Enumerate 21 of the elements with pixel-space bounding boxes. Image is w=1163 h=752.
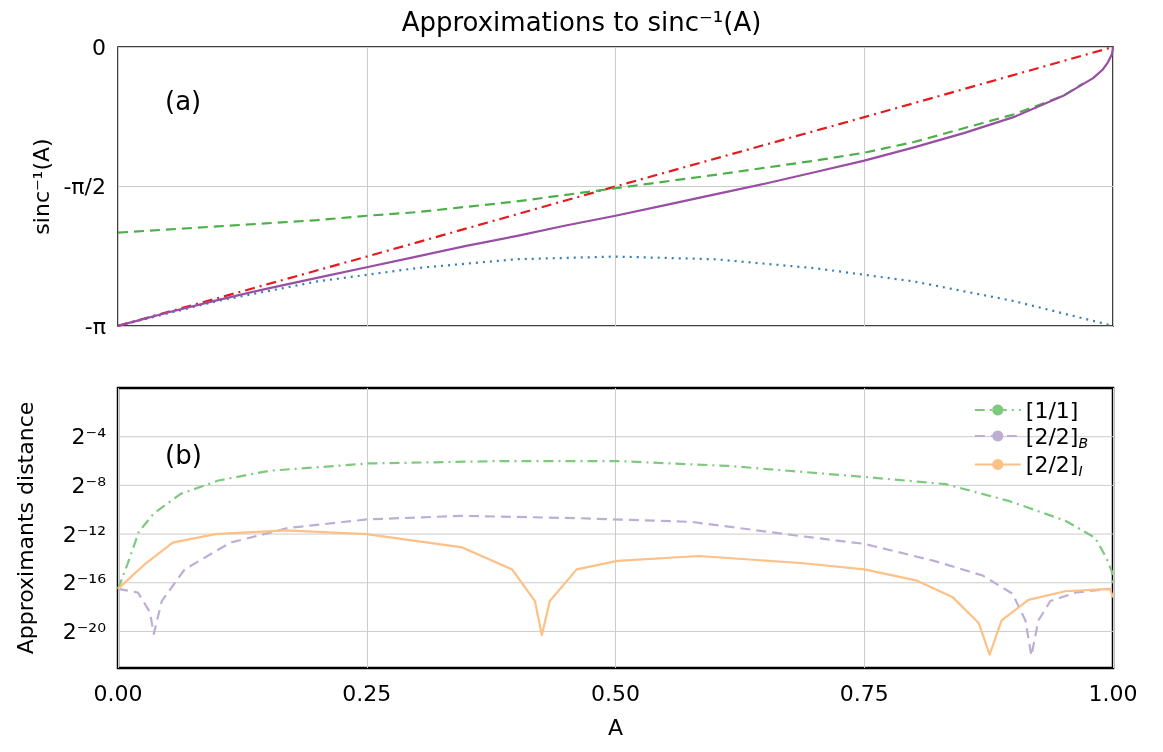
y-tick-label: 2⁻¹⁶ [62,570,107,596]
y-tick-label: 2⁻¹² [62,521,106,547]
y-tick-label: 2⁻⁴ [71,424,107,450]
x-axis-title: A [607,714,624,740]
x-tick-label: 0.75 [839,680,889,706]
chart-title: Approximations to sinc⁻¹(A) [401,7,762,37]
x-tick-label: 0.00 [93,680,143,706]
y-tick-label: -π [84,313,106,339]
y-axis-title: Approximants distance [12,401,38,655]
x-tick-label: 0.25 [342,680,392,706]
y-tick-label: 2⁻²⁰ [62,618,107,644]
y-tick-label: 0 [92,34,106,60]
y-tick-label: 2⁻⁸ [71,472,107,498]
x-tick-label: 0.50 [591,680,640,706]
y-axis-title: sinc⁻¹(A) [29,138,55,235]
annotation: (a) [165,86,202,116]
x-tick-label: 1.00 [1088,680,1138,706]
legend-label: [1/1] [1025,397,1079,423]
y-tick-label: -π/2 [63,174,106,199]
line-series [116,82,1085,234]
annotation: (b) [165,440,202,470]
